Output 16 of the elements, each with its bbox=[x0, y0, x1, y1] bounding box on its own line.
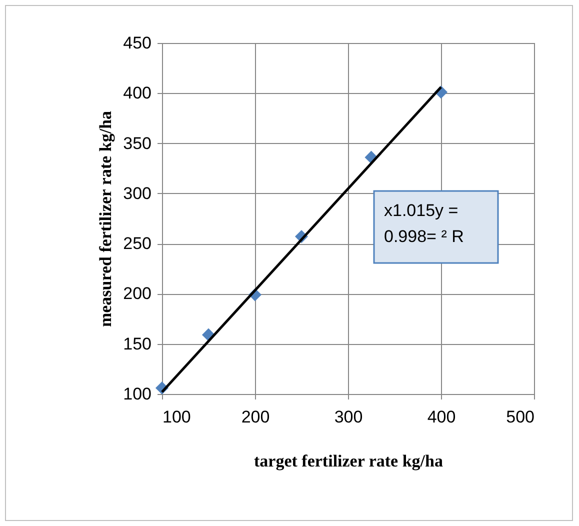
y-tick-label: 100 bbox=[123, 384, 152, 404]
annotation: x1.015y = 0.998= ² R bbox=[384, 201, 464, 246]
y-axis-title: measured fertilizer rate kg/ha bbox=[96, 110, 116, 328]
y-tick-label: 150 bbox=[123, 334, 152, 354]
x-tick-label: 400 bbox=[427, 408, 456, 426]
x-tick-label: 200 bbox=[241, 408, 270, 426]
x-axis-title: target fertilizer rate kg/ha bbox=[254, 452, 444, 470]
x-tick-label: 100 bbox=[162, 408, 191, 426]
x-tick-label: 500 bbox=[506, 408, 534, 426]
x-tick-label: 300 bbox=[334, 408, 363, 426]
y-tick-label: 350 bbox=[123, 134, 152, 153]
y-tick-label: 250 bbox=[123, 234, 152, 254]
y-tick-label: 200 bbox=[123, 284, 152, 304]
y-tick-label: 400 bbox=[123, 84, 152, 103]
y-tick-label: 450 bbox=[123, 34, 152, 52]
y-tick-label: 300 bbox=[123, 184, 152, 203]
